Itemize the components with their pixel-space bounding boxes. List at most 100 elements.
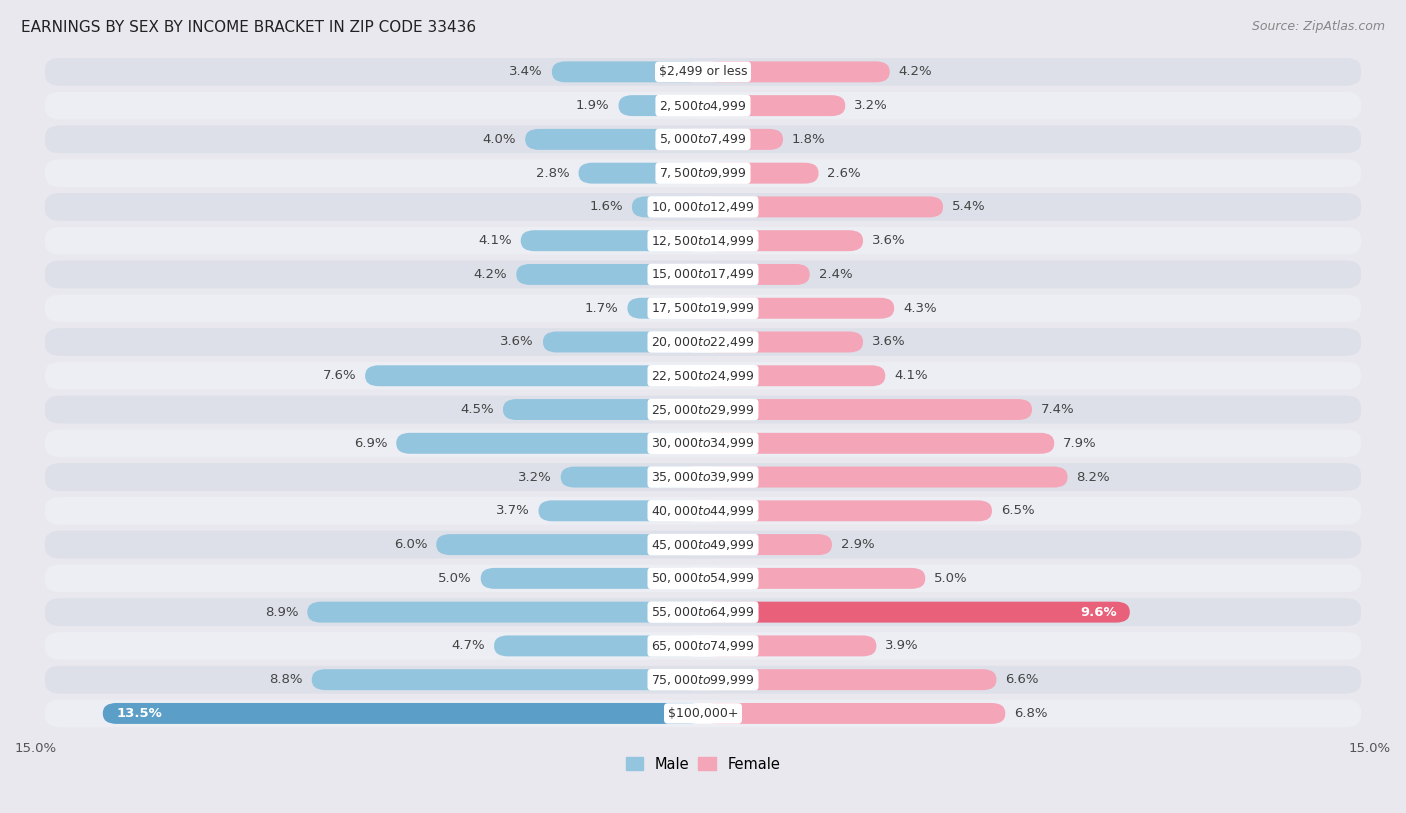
- FancyBboxPatch shape: [45, 58, 1361, 85]
- Text: 3.7%: 3.7%: [496, 504, 530, 517]
- FancyBboxPatch shape: [703, 163, 818, 184]
- Text: 2.8%: 2.8%: [536, 167, 569, 180]
- FancyBboxPatch shape: [516, 264, 703, 285]
- Text: 15.0%: 15.0%: [1348, 742, 1391, 755]
- FancyBboxPatch shape: [45, 632, 1361, 660]
- FancyBboxPatch shape: [312, 669, 703, 690]
- Text: $35,000 to $39,999: $35,000 to $39,999: [651, 470, 755, 484]
- Text: 6.0%: 6.0%: [394, 538, 427, 551]
- FancyBboxPatch shape: [45, 531, 1361, 559]
- FancyBboxPatch shape: [481, 568, 703, 589]
- FancyBboxPatch shape: [703, 197, 943, 217]
- FancyBboxPatch shape: [703, 264, 810, 285]
- FancyBboxPatch shape: [551, 61, 703, 82]
- Text: 4.7%: 4.7%: [451, 639, 485, 652]
- FancyBboxPatch shape: [703, 399, 1032, 420]
- FancyBboxPatch shape: [703, 298, 894, 319]
- FancyBboxPatch shape: [45, 261, 1361, 289]
- FancyBboxPatch shape: [578, 163, 703, 184]
- FancyBboxPatch shape: [45, 193, 1361, 221]
- Text: 6.5%: 6.5%: [1001, 504, 1035, 517]
- FancyBboxPatch shape: [703, 230, 863, 251]
- FancyBboxPatch shape: [703, 534, 832, 555]
- FancyBboxPatch shape: [703, 500, 993, 521]
- Text: $30,000 to $34,999: $30,000 to $34,999: [651, 437, 755, 450]
- FancyBboxPatch shape: [631, 197, 703, 217]
- Text: $100,000+: $100,000+: [668, 707, 738, 720]
- Text: 7.6%: 7.6%: [322, 369, 356, 382]
- FancyBboxPatch shape: [45, 429, 1361, 457]
- FancyBboxPatch shape: [703, 433, 1054, 454]
- FancyBboxPatch shape: [45, 125, 1361, 153]
- FancyBboxPatch shape: [45, 463, 1361, 491]
- Text: 3.4%: 3.4%: [509, 65, 543, 78]
- Text: 7.4%: 7.4%: [1040, 403, 1074, 416]
- Text: 13.5%: 13.5%: [117, 707, 162, 720]
- Text: $12,500 to $14,999: $12,500 to $14,999: [651, 233, 755, 248]
- Text: 3.2%: 3.2%: [855, 99, 889, 112]
- Text: $45,000 to $49,999: $45,000 to $49,999: [651, 537, 755, 551]
- Text: $75,000 to $99,999: $75,000 to $99,999: [651, 672, 755, 687]
- FancyBboxPatch shape: [703, 61, 890, 82]
- FancyBboxPatch shape: [45, 92, 1361, 120]
- Text: 6.9%: 6.9%: [354, 437, 387, 450]
- FancyBboxPatch shape: [45, 497, 1361, 524]
- Text: 8.9%: 8.9%: [264, 606, 298, 619]
- Text: 9.6%: 9.6%: [1080, 606, 1116, 619]
- FancyBboxPatch shape: [703, 669, 997, 690]
- Text: 2.4%: 2.4%: [818, 268, 852, 281]
- Text: 15.0%: 15.0%: [15, 742, 58, 755]
- FancyBboxPatch shape: [703, 636, 876, 656]
- FancyBboxPatch shape: [703, 703, 1005, 724]
- FancyBboxPatch shape: [45, 294, 1361, 322]
- FancyBboxPatch shape: [703, 365, 886, 386]
- FancyBboxPatch shape: [703, 602, 1130, 623]
- Text: 5.0%: 5.0%: [439, 572, 472, 585]
- Text: 4.3%: 4.3%: [903, 302, 936, 315]
- Text: 4.2%: 4.2%: [898, 65, 932, 78]
- Text: $2,500 to $4,999: $2,500 to $4,999: [659, 98, 747, 113]
- Legend: Male, Female: Male, Female: [620, 751, 786, 778]
- Text: $20,000 to $22,499: $20,000 to $22,499: [651, 335, 755, 349]
- Text: 1.7%: 1.7%: [585, 302, 619, 315]
- Text: 4.1%: 4.1%: [478, 234, 512, 247]
- Text: 5.4%: 5.4%: [952, 201, 986, 214]
- Text: $5,000 to $7,499: $5,000 to $7,499: [659, 133, 747, 146]
- FancyBboxPatch shape: [45, 598, 1361, 626]
- FancyBboxPatch shape: [45, 159, 1361, 187]
- Text: 7.9%: 7.9%: [1063, 437, 1097, 450]
- Text: 4.1%: 4.1%: [894, 369, 928, 382]
- FancyBboxPatch shape: [494, 636, 703, 656]
- FancyBboxPatch shape: [703, 129, 783, 150]
- Text: 3.9%: 3.9%: [886, 639, 920, 652]
- Text: $50,000 to $54,999: $50,000 to $54,999: [651, 572, 755, 585]
- FancyBboxPatch shape: [45, 396, 1361, 424]
- FancyBboxPatch shape: [45, 700, 1361, 728]
- Text: $15,000 to $17,499: $15,000 to $17,499: [651, 267, 755, 281]
- Text: 2.6%: 2.6%: [828, 167, 860, 180]
- Text: Source: ZipAtlas.com: Source: ZipAtlas.com: [1251, 20, 1385, 33]
- FancyBboxPatch shape: [366, 365, 703, 386]
- Text: $65,000 to $74,999: $65,000 to $74,999: [651, 639, 755, 653]
- FancyBboxPatch shape: [538, 500, 703, 521]
- FancyBboxPatch shape: [503, 399, 703, 420]
- FancyBboxPatch shape: [543, 332, 703, 353]
- FancyBboxPatch shape: [103, 703, 703, 724]
- FancyBboxPatch shape: [703, 95, 845, 116]
- Text: 6.6%: 6.6%: [1005, 673, 1039, 686]
- Text: 4.5%: 4.5%: [460, 403, 494, 416]
- Text: 1.9%: 1.9%: [576, 99, 610, 112]
- Text: 6.8%: 6.8%: [1014, 707, 1047, 720]
- Text: EARNINGS BY SEX BY INCOME BRACKET IN ZIP CODE 33436: EARNINGS BY SEX BY INCOME BRACKET IN ZIP…: [21, 20, 477, 35]
- FancyBboxPatch shape: [436, 534, 703, 555]
- FancyBboxPatch shape: [45, 362, 1361, 389]
- Text: $2,499 or less: $2,499 or less: [659, 65, 747, 78]
- FancyBboxPatch shape: [396, 433, 703, 454]
- Text: 4.0%: 4.0%: [482, 133, 516, 146]
- FancyBboxPatch shape: [627, 298, 703, 319]
- Text: $25,000 to $29,999: $25,000 to $29,999: [651, 402, 755, 416]
- Text: 1.6%: 1.6%: [589, 201, 623, 214]
- Text: $17,500 to $19,999: $17,500 to $19,999: [651, 302, 755, 315]
- FancyBboxPatch shape: [703, 332, 863, 353]
- Text: 4.2%: 4.2%: [474, 268, 508, 281]
